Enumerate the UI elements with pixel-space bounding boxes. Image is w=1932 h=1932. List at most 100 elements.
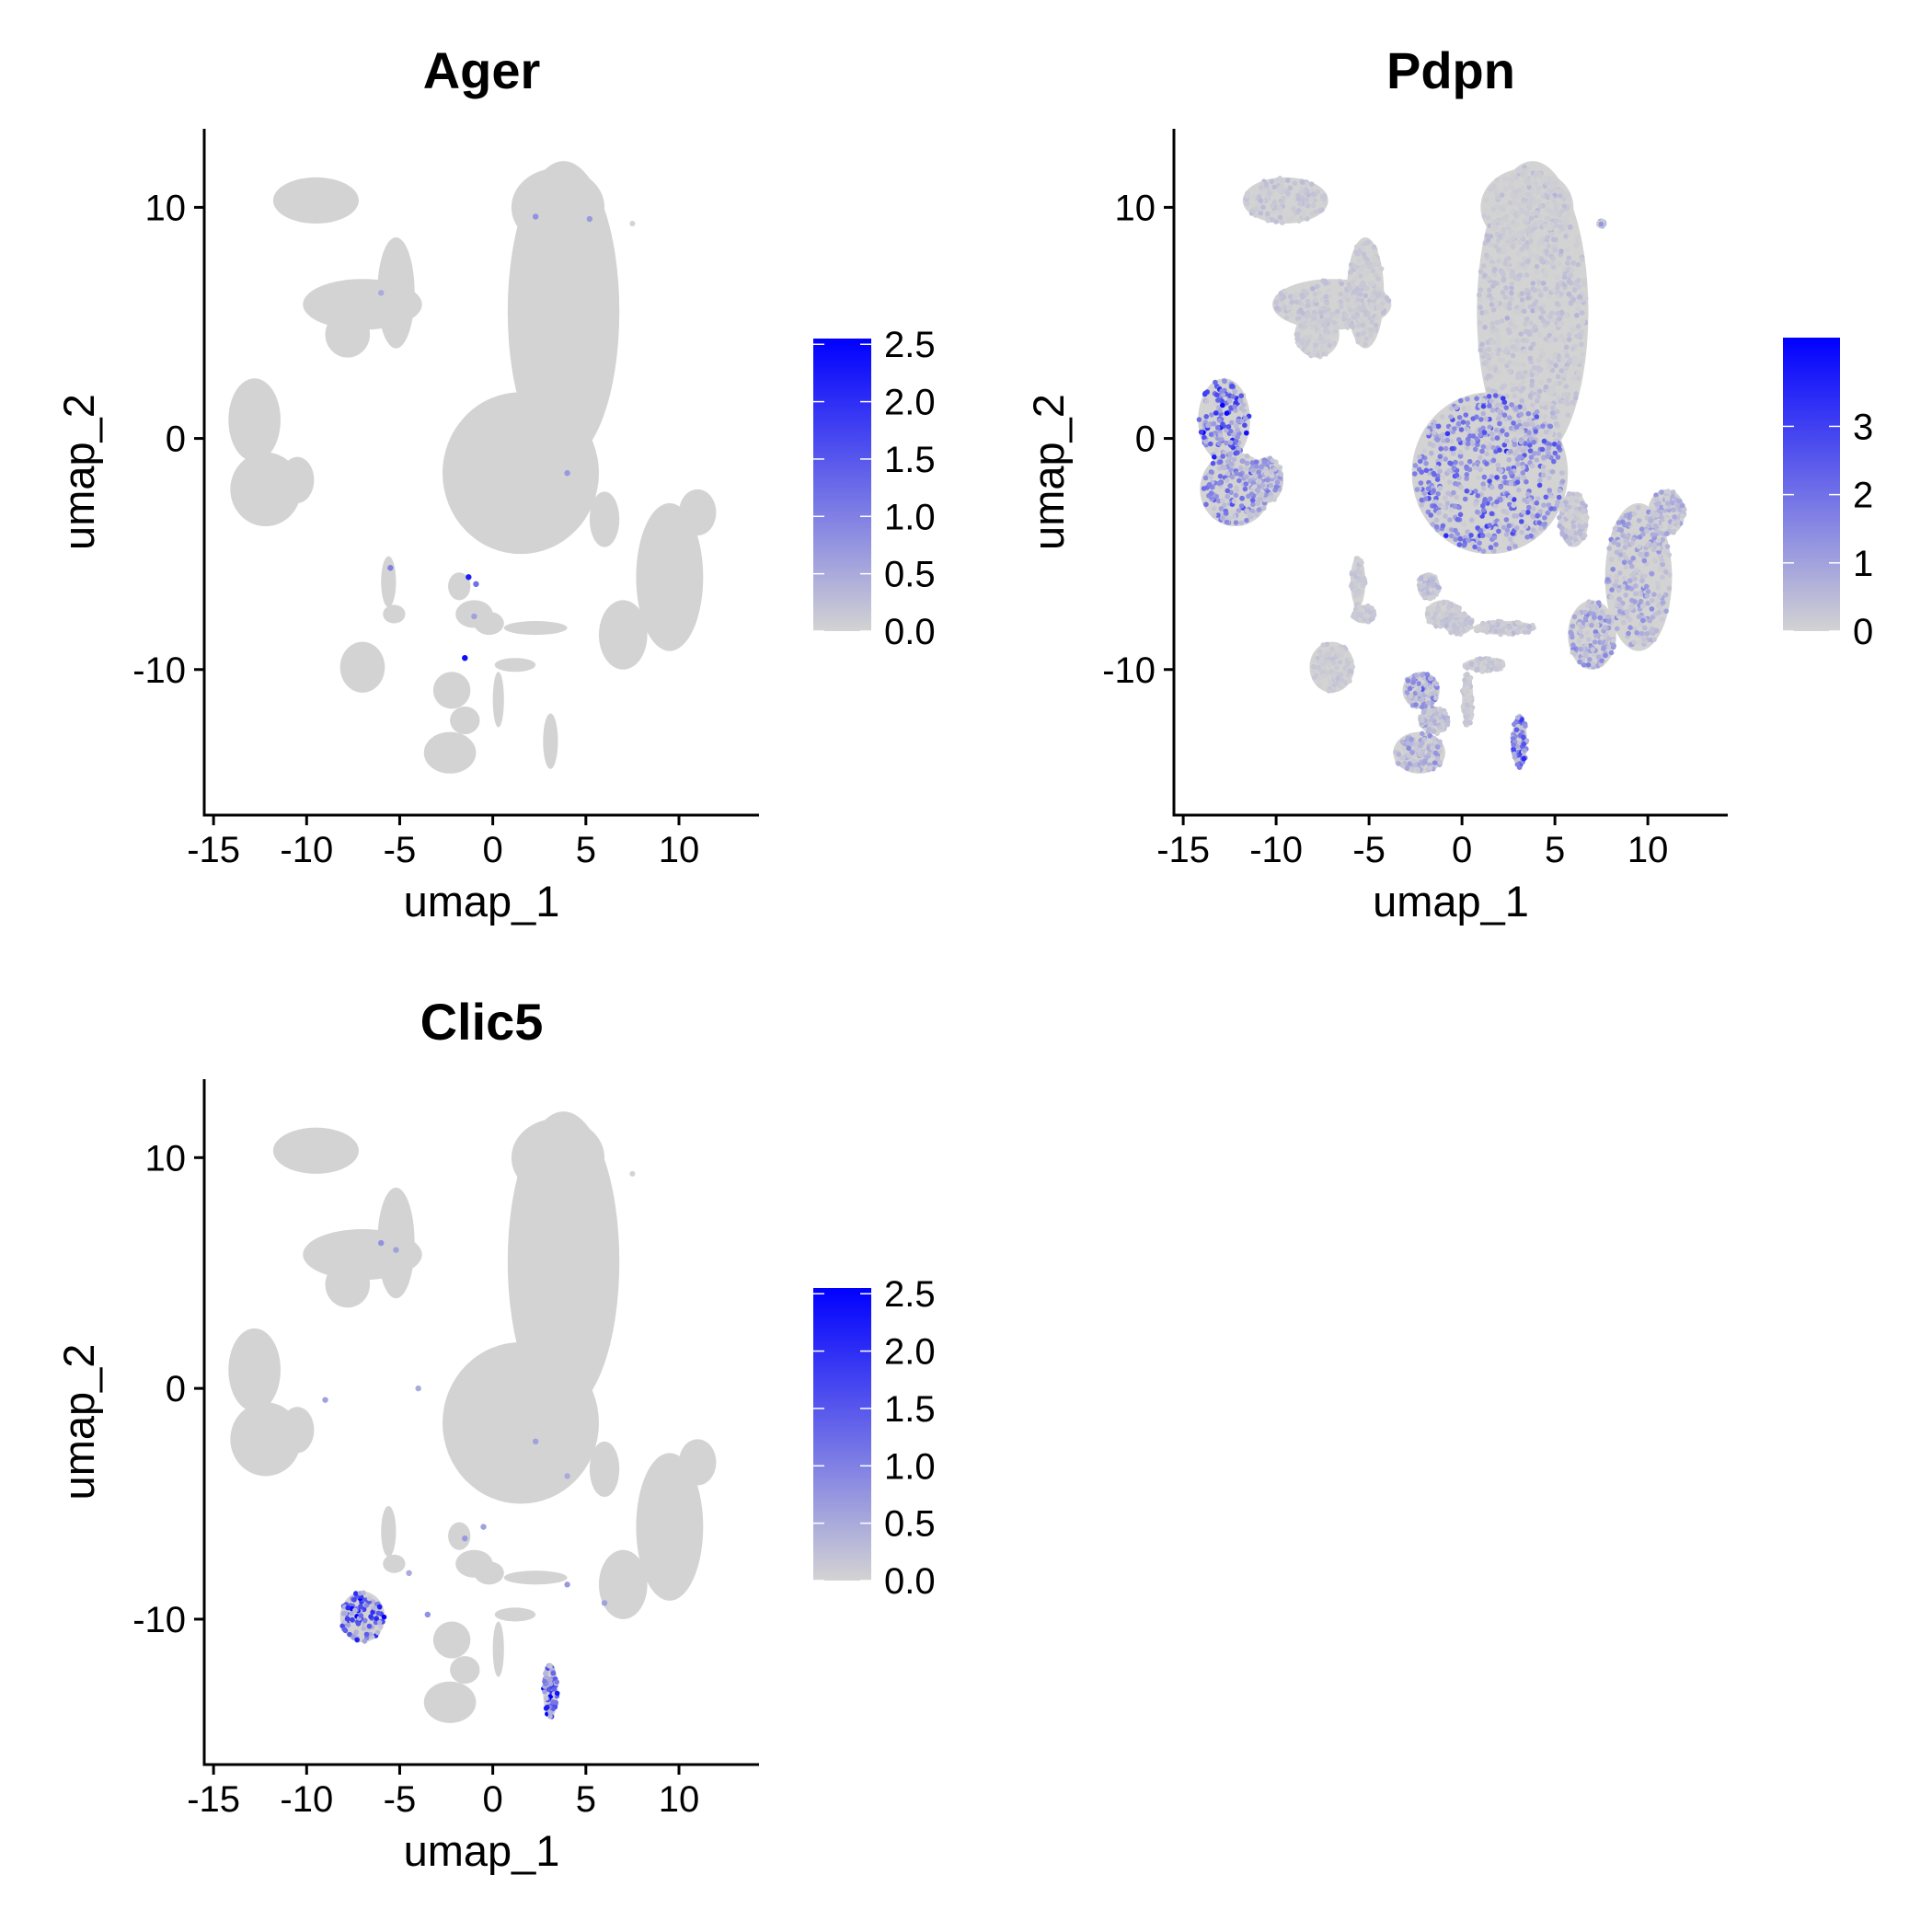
cell-point — [1652, 611, 1659, 617]
cell-point — [1203, 501, 1209, 508]
cell-point — [1492, 266, 1498, 272]
cell-point — [1423, 573, 1429, 580]
cell-point — [1440, 474, 1446, 480]
cell-point — [1517, 239, 1524, 246]
cell-point — [1541, 454, 1547, 460]
y-tick-label: 0 — [166, 420, 186, 460]
cell-point — [1448, 629, 1454, 636]
cell-point — [1603, 652, 1608, 659]
cell-point — [1417, 454, 1422, 460]
cell-point — [1413, 702, 1419, 707]
cell-point — [1580, 319, 1586, 325]
cell-point — [1553, 337, 1558, 343]
cell-point — [1422, 496, 1429, 501]
cell-point — [1515, 265, 1521, 270]
cell-point — [1343, 313, 1350, 319]
cell-point — [1201, 486, 1207, 491]
cell-point — [1233, 520, 1239, 525]
cell-point — [1216, 418, 1223, 423]
cell-point — [1632, 626, 1638, 632]
cell-point — [368, 1614, 374, 1619]
cell-point — [1552, 351, 1558, 358]
cell-point — [1489, 485, 1495, 490]
cell-point — [1504, 527, 1511, 533]
cell-point — [1323, 313, 1329, 319]
cell-point — [1575, 371, 1581, 377]
cell-point — [1630, 536, 1637, 542]
cell-point — [1496, 528, 1501, 535]
cell-point — [1672, 514, 1677, 520]
cell-point — [1511, 502, 1516, 509]
cell-point — [1579, 310, 1585, 316]
cell-point — [1431, 707, 1436, 714]
cell-point — [1657, 593, 1662, 600]
cell-point — [1499, 318, 1505, 324]
cell-point — [1497, 447, 1502, 454]
cell-point — [1481, 665, 1487, 671]
cell-point — [1595, 654, 1602, 660]
cell-point — [1448, 438, 1455, 444]
cell-point — [1519, 397, 1525, 404]
positive-cell-point — [473, 581, 479, 588]
cell-point — [1229, 461, 1235, 467]
cell-point — [1654, 512, 1661, 518]
cell-point — [1628, 605, 1634, 611]
cell-point — [1456, 613, 1463, 618]
cell-point — [1400, 754, 1407, 761]
cell-point — [1543, 429, 1549, 435]
cell-point — [340, 1611, 347, 1616]
cell-cluster — [629, 220, 636, 226]
cell-point — [1227, 428, 1234, 434]
cell-cluster — [511, 1118, 605, 1197]
cell-point — [1574, 313, 1580, 318]
cell-point — [375, 1610, 382, 1616]
cell-point — [1208, 441, 1213, 447]
cell-point — [376, 1604, 383, 1610]
cell-point — [1369, 605, 1374, 611]
cell-point — [1209, 412, 1214, 418]
y-tick-label: -10 — [132, 650, 186, 691]
cell-point — [1604, 577, 1611, 582]
cell-point — [1564, 396, 1570, 402]
cell-point — [1507, 200, 1513, 206]
cell-point — [1512, 275, 1518, 281]
cell-point — [1524, 272, 1530, 278]
cell-point — [1437, 485, 1443, 491]
cell-point — [1562, 534, 1569, 540]
cell-point — [1217, 459, 1224, 465]
cell-point — [358, 1613, 364, 1618]
cell-point — [1368, 332, 1374, 339]
cell-point — [1242, 422, 1248, 429]
positive-cell-point — [564, 1581, 570, 1588]
cell-point — [1568, 272, 1574, 278]
cell-point — [1273, 299, 1280, 305]
cell-point — [1490, 444, 1496, 451]
cell-point — [1470, 433, 1477, 439]
cell-point — [1289, 299, 1294, 305]
cell-point — [1595, 600, 1602, 605]
cell-point — [1523, 723, 1528, 729]
cell-point — [1609, 587, 1615, 592]
cell-point — [1456, 415, 1463, 420]
cell-point — [1533, 299, 1539, 305]
cell-point — [1347, 307, 1353, 313]
cell-point — [1438, 433, 1444, 439]
cell-point — [1257, 478, 1262, 485]
cell-cluster — [448, 1522, 471, 1550]
cell-point — [1540, 281, 1547, 286]
cell-point — [1546, 445, 1552, 451]
cell-cluster — [280, 456, 315, 503]
cell-point — [1253, 459, 1259, 466]
cell-point — [1440, 504, 1446, 511]
cell-point — [1613, 582, 1618, 589]
cell-point — [1557, 431, 1562, 438]
cell-point — [1422, 683, 1429, 688]
cell-point — [1616, 557, 1623, 562]
cell-point — [1493, 542, 1499, 547]
cell-point — [1561, 274, 1568, 281]
cell-point — [1458, 397, 1464, 404]
cell-point — [1339, 677, 1345, 684]
cell-point — [1501, 442, 1508, 448]
cell-point — [1455, 516, 1460, 523]
cell-point — [1644, 631, 1650, 637]
